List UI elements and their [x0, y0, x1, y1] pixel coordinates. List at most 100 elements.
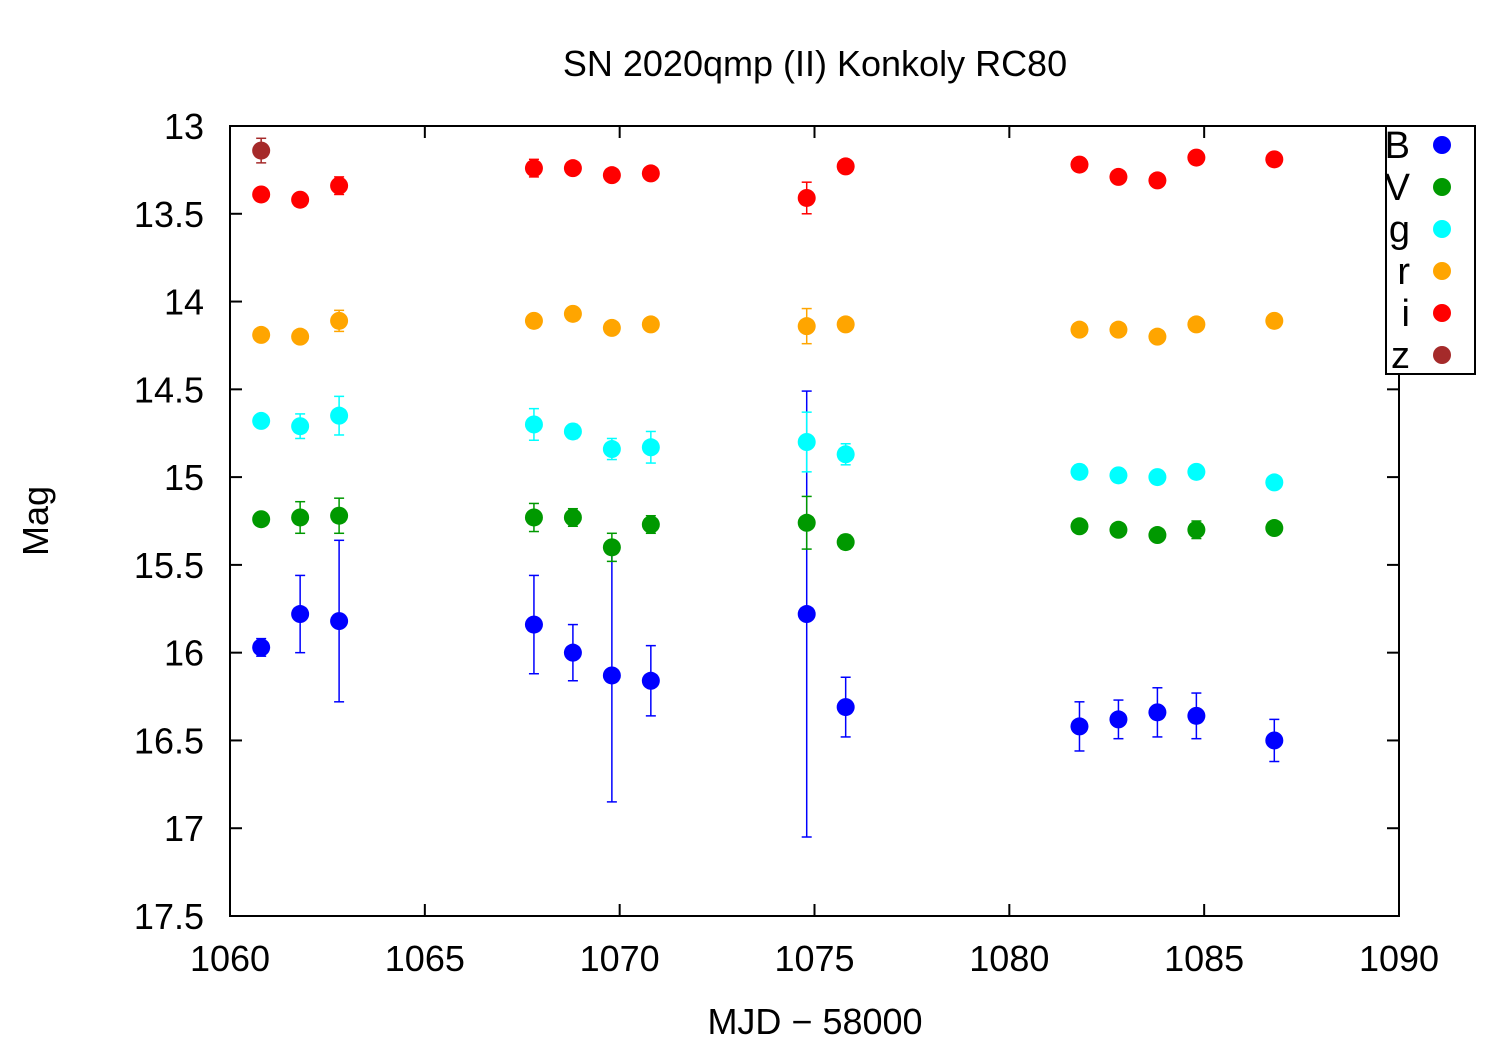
- data-point-i: [291, 190, 310, 209]
- data-point-g: [1187, 462, 1206, 481]
- data-point-V: [602, 538, 621, 557]
- y-tick-label: 13: [164, 106, 204, 147]
- data-point-i: [1109, 167, 1128, 186]
- axis-ticks: 1060 1065 1070 1075 1080 1085 1090 13 13.5 14 14.5…: [134, 106, 1439, 979]
- data-point-r: [1148, 327, 1167, 346]
- data-point-g: [836, 445, 855, 464]
- legend-box: [1385, 125, 1476, 375]
- data-point-B: [563, 643, 582, 662]
- legend-label-i: i: [1402, 293, 1410, 335]
- data-point-i: [1265, 150, 1284, 169]
- data-point-V: [1265, 519, 1284, 538]
- data-point-g: [252, 411, 271, 430]
- legend-marker-V: [1433, 178, 1451, 196]
- data-point-i: [252, 185, 271, 204]
- data-point-V: [797, 513, 816, 532]
- legend-marker-i: [1433, 304, 1451, 322]
- data-point-r: [1187, 315, 1206, 334]
- data-point-g: [1070, 462, 1089, 481]
- series-V: [252, 495, 1284, 563]
- x-tick-label: 1070: [580, 938, 660, 979]
- y-tick-label: 15.5: [134, 545, 204, 586]
- data-point-B: [1265, 731, 1284, 750]
- y-tick-label: 14.5: [134, 369, 204, 410]
- data-point-g: [330, 406, 349, 425]
- data-point-V: [1109, 520, 1128, 539]
- data-point-r: [602, 318, 621, 337]
- legend-label-r: r: [1397, 251, 1410, 293]
- data-point-B: [330, 612, 349, 631]
- x-tick-label: 1085: [1164, 938, 1244, 979]
- data-point-V: [1070, 517, 1089, 536]
- series-B: [252, 390, 1284, 838]
- data-point-V: [641, 515, 660, 534]
- y-tick-label: 15: [164, 457, 204, 498]
- data-point-i: [1148, 171, 1167, 190]
- data-point-V: [252, 510, 271, 529]
- data-point-i: [330, 176, 349, 195]
- data-point-B: [1109, 710, 1128, 729]
- x-tick-label: 1065: [385, 938, 465, 979]
- data-point-V: [563, 508, 582, 527]
- y-tick-label: 16: [164, 633, 204, 674]
- x-tick-label: 1090: [1359, 938, 1439, 979]
- data-point-g: [1148, 468, 1167, 487]
- data-point-i: [1070, 155, 1089, 174]
- data-point-V: [1148, 526, 1167, 545]
- series-z: [252, 137, 271, 164]
- legend-label-V: V: [1385, 167, 1411, 209]
- data-point-V: [291, 508, 310, 527]
- data-point-r: [1070, 320, 1089, 339]
- data-point-z: [252, 141, 271, 160]
- data-point-B: [291, 605, 310, 624]
- x-tick-label: 1060: [190, 938, 270, 979]
- data-point-B: [1070, 717, 1089, 736]
- data-point-V: [836, 533, 855, 552]
- x-tick-label: 1080: [969, 938, 1049, 979]
- legend-marker-B: [1433, 136, 1451, 154]
- series-i: [252, 148, 1284, 215]
- data-point-r: [524, 311, 543, 330]
- data-point-g: [797, 433, 816, 451]
- data-point-V: [1187, 520, 1206, 539]
- data-point-B: [836, 698, 855, 717]
- x-tick-label: 1075: [774, 938, 854, 979]
- data-point-g: [563, 422, 582, 441]
- data-point-r: [641, 315, 660, 334]
- legend-label-B: B: [1385, 125, 1410, 167]
- y-tick-label: 17: [164, 808, 204, 849]
- y-tick-label: 14: [164, 282, 204, 323]
- data-point-r: [563, 304, 582, 323]
- data-point-r: [1265, 311, 1284, 330]
- data-point-V: [330, 506, 349, 525]
- x-axis-label: MJD − 58000: [707, 1001, 922, 1042]
- data-point-r: [330, 311, 349, 330]
- legend-marker-r: [1433, 262, 1451, 280]
- data-point-i: [1187, 148, 1206, 167]
- data-point-i: [524, 159, 543, 178]
- data-point-B: [602, 666, 621, 685]
- chart-title: SN 2020qmp (II) Konkoly RC80: [563, 43, 1067, 84]
- data-point-B: [1187, 706, 1206, 725]
- data-point-g: [291, 417, 310, 436]
- data-point-B: [641, 671, 660, 690]
- series-g: [252, 395, 1284, 492]
- legend-label-z: z: [1391, 335, 1410, 377]
- data-point-r: [291, 327, 310, 346]
- legend-marker-g: [1433, 220, 1451, 238]
- data-point-V: [524, 508, 543, 527]
- data-point-g: [1265, 473, 1284, 492]
- data-point-g: [1109, 466, 1128, 485]
- data-point-B: [252, 638, 271, 657]
- data-point-i: [563, 159, 582, 178]
- data-point-r: [836, 315, 855, 334]
- series-r: [252, 304, 1284, 346]
- data-point-g: [641, 438, 660, 457]
- data-point-B: [524, 615, 543, 634]
- y-tick-label: 17.5: [134, 896, 204, 937]
- data-point-i: [602, 166, 621, 185]
- data-point-r: [1109, 320, 1128, 339]
- data-point-g: [524, 415, 543, 434]
